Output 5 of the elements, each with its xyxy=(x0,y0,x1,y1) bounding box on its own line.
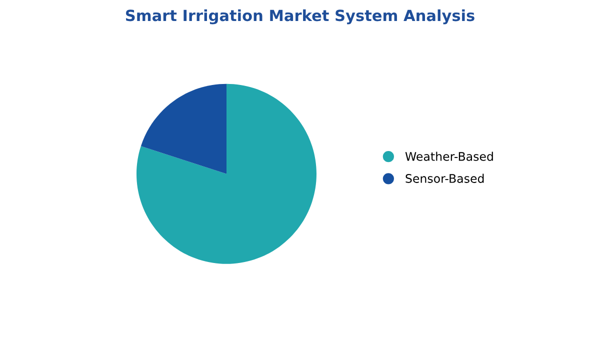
pie-slice xyxy=(140,84,226,174)
legend-label: Sensor-Based xyxy=(406,174,484,183)
chart-title: Smart Irrigation Market System Analysis xyxy=(126,9,474,24)
legend-label: Weather-Based xyxy=(405,152,493,161)
pie-slice xyxy=(136,84,316,264)
